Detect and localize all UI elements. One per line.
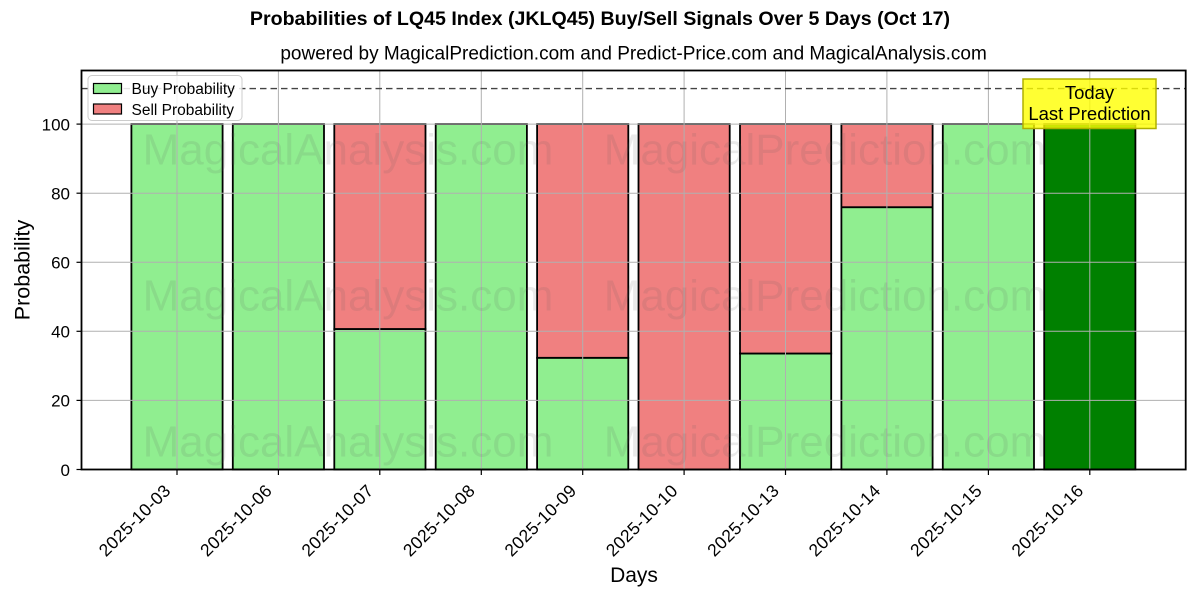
svg-text:MagicalPrediction.com: MagicalPrediction.com xyxy=(604,271,1047,320)
svg-text:powered by MagicalPrediction.c: powered by MagicalPrediction.com and Pre… xyxy=(280,44,986,65)
svg-text:Last Prediction: Last Prediction xyxy=(1028,103,1150,124)
svg-text:100: 100 xyxy=(42,115,70,134)
svg-text:MagicalAnalysis.com: MagicalAnalysis.com xyxy=(143,417,554,466)
svg-text:MagicalPrediction.com: MagicalPrediction.com xyxy=(604,417,1047,466)
svg-text:60: 60 xyxy=(51,254,70,273)
svg-text:Buy Probability: Buy Probability xyxy=(132,81,236,98)
svg-text:Sell Probability: Sell Probability xyxy=(132,102,235,119)
svg-text:80: 80 xyxy=(51,185,70,204)
svg-text:MagicalAnalysis.com: MagicalAnalysis.com xyxy=(143,125,554,174)
svg-text:Probabilities of LQ45 Index (J: Probabilities of LQ45 Index (JKLQ45) Buy… xyxy=(250,8,950,30)
svg-text:0: 0 xyxy=(61,461,70,480)
svg-text:MagicalAnalysis.com: MagicalAnalysis.com xyxy=(143,271,554,320)
svg-text:20: 20 xyxy=(51,392,70,411)
svg-text:40: 40 xyxy=(51,323,70,342)
svg-text:MagicalPrediction.com: MagicalPrediction.com xyxy=(604,125,1047,174)
svg-text:Today: Today xyxy=(1065,82,1115,103)
svg-text:Days: Days xyxy=(610,564,658,587)
svg-text:Probability: Probability xyxy=(11,220,35,321)
